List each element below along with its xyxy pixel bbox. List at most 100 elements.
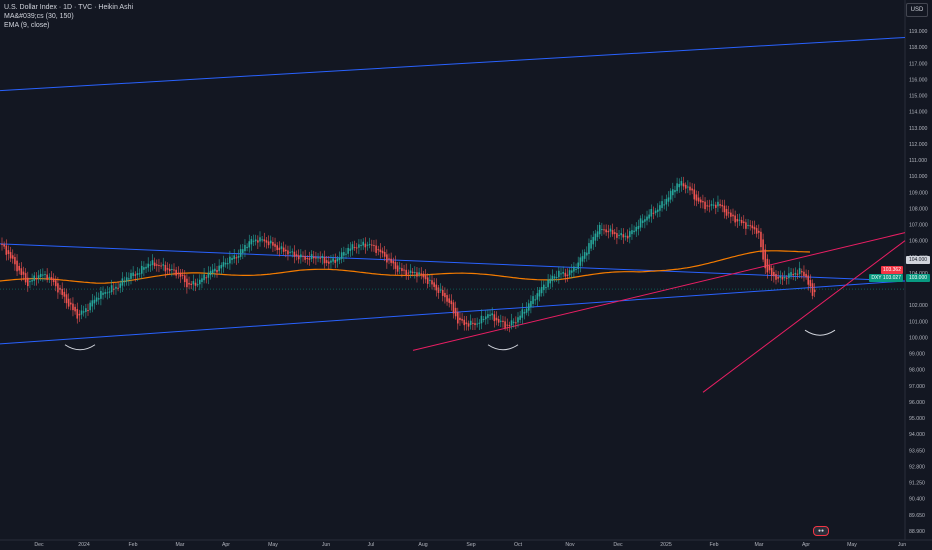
candle-body [779,275,782,278]
candle-body [487,314,489,318]
candle-body [33,275,36,281]
candle-body [577,262,579,269]
candle-body [633,230,635,233]
candle-body [508,325,511,327]
tradingview-badge-icon[interactable]: ●● [813,526,829,536]
x-tick-label: Feb [129,542,138,548]
x-tick-label: Dec [613,542,623,548]
candle-body [308,258,311,260]
candle-body [665,198,668,205]
y-tick-label: 114.000 [909,110,927,116]
candle-body [282,247,285,252]
candle-body [61,288,63,295]
candle-body [592,236,595,245]
candle-body [620,233,622,236]
symbol-title[interactable]: U.S. Dollar Index · 1D · TVC · Heikin As… [4,4,134,11]
candle-body [353,246,356,248]
y-tick-label: 110.000 [909,174,927,180]
candle-body [186,278,188,288]
candle-body [790,272,792,276]
candle-body [181,274,184,276]
candle-body [115,286,117,289]
ma-indicator-label[interactable]: MA&#039;cs (30, 150) [4,13,74,20]
candle-body [586,252,588,256]
candle-body [401,268,403,272]
candle-body [93,299,96,304]
candle-body [175,269,177,276]
candle-body [304,256,306,260]
candle-body [201,278,203,282]
candle-body [128,278,130,280]
y-tick-label: 102.000 [909,303,928,309]
x-tick-label: Feb [710,542,719,548]
candle-body [433,282,435,287]
candle-body [457,312,459,324]
candle-body [67,298,70,307]
candle-body [450,300,453,305]
candle-body [205,277,208,279]
candle-body [143,267,145,270]
candle-body [130,273,132,279]
candle-body [575,268,577,270]
candle-body [375,245,377,253]
candle-body [622,234,625,238]
candle-body [626,235,629,239]
candle-body [760,231,762,248]
candle-body [125,277,128,282]
y-tick-label: 98.000 [909,368,925,374]
y-tick-label: 119.000 [909,29,927,35]
candle-body [678,183,681,188]
ema-indicator-label[interactable]: EMA (9, close) [4,22,50,29]
candle-body [171,268,173,270]
y-tick-label: 96.000 [909,400,925,406]
candle-body [536,293,539,300]
candle-body [336,258,339,262]
candle-body [695,194,698,201]
candle-body [214,268,216,272]
currency-button[interactable]: USD [906,3,928,17]
candle-body [680,181,683,186]
candle-body [1,243,3,245]
candle-body [755,228,758,234]
candle-body [742,221,745,224]
candle-body [418,272,420,275]
candle-body [560,273,562,275]
candle-body [785,277,788,279]
y-tick-label: 90.400 [909,497,925,503]
candle-body [106,292,109,294]
candle-body [762,239,764,260]
candle-body [226,263,229,265]
candle-body [641,220,644,223]
candle-body [220,265,223,269]
y-tick-label: 91.250 [909,481,925,487]
candle-body [302,255,304,257]
candle-body [386,254,388,263]
candle-body [405,269,407,276]
candle-body [517,317,519,323]
x-tick-label: 2025 [660,542,672,548]
candle-body [349,248,352,251]
chart-legend: U.S. Dollar Index · 1D · TVC · Heikin As… [4,3,133,30]
y-tick-label: 89.650 [909,513,925,519]
candle-body [379,249,382,253]
candle-body [454,307,457,317]
candle-body [276,245,278,251]
candle-body [813,289,816,293]
candle-body [521,309,524,318]
candle-body [420,273,423,275]
candle-body [616,233,618,238]
candle-body [263,239,266,242]
candle-body [689,186,691,191]
x-tick-label: Mar [755,542,764,548]
candle-body [407,272,410,274]
candle-body [749,225,751,227]
candle-body [484,316,487,320]
candle-body [312,256,315,259]
candle-body [48,276,51,278]
candle-body [371,244,373,246]
candle-body [476,323,478,325]
x-tick-label: Jul [368,542,375,548]
candle-body [409,270,412,274]
candle-body [246,246,248,249]
